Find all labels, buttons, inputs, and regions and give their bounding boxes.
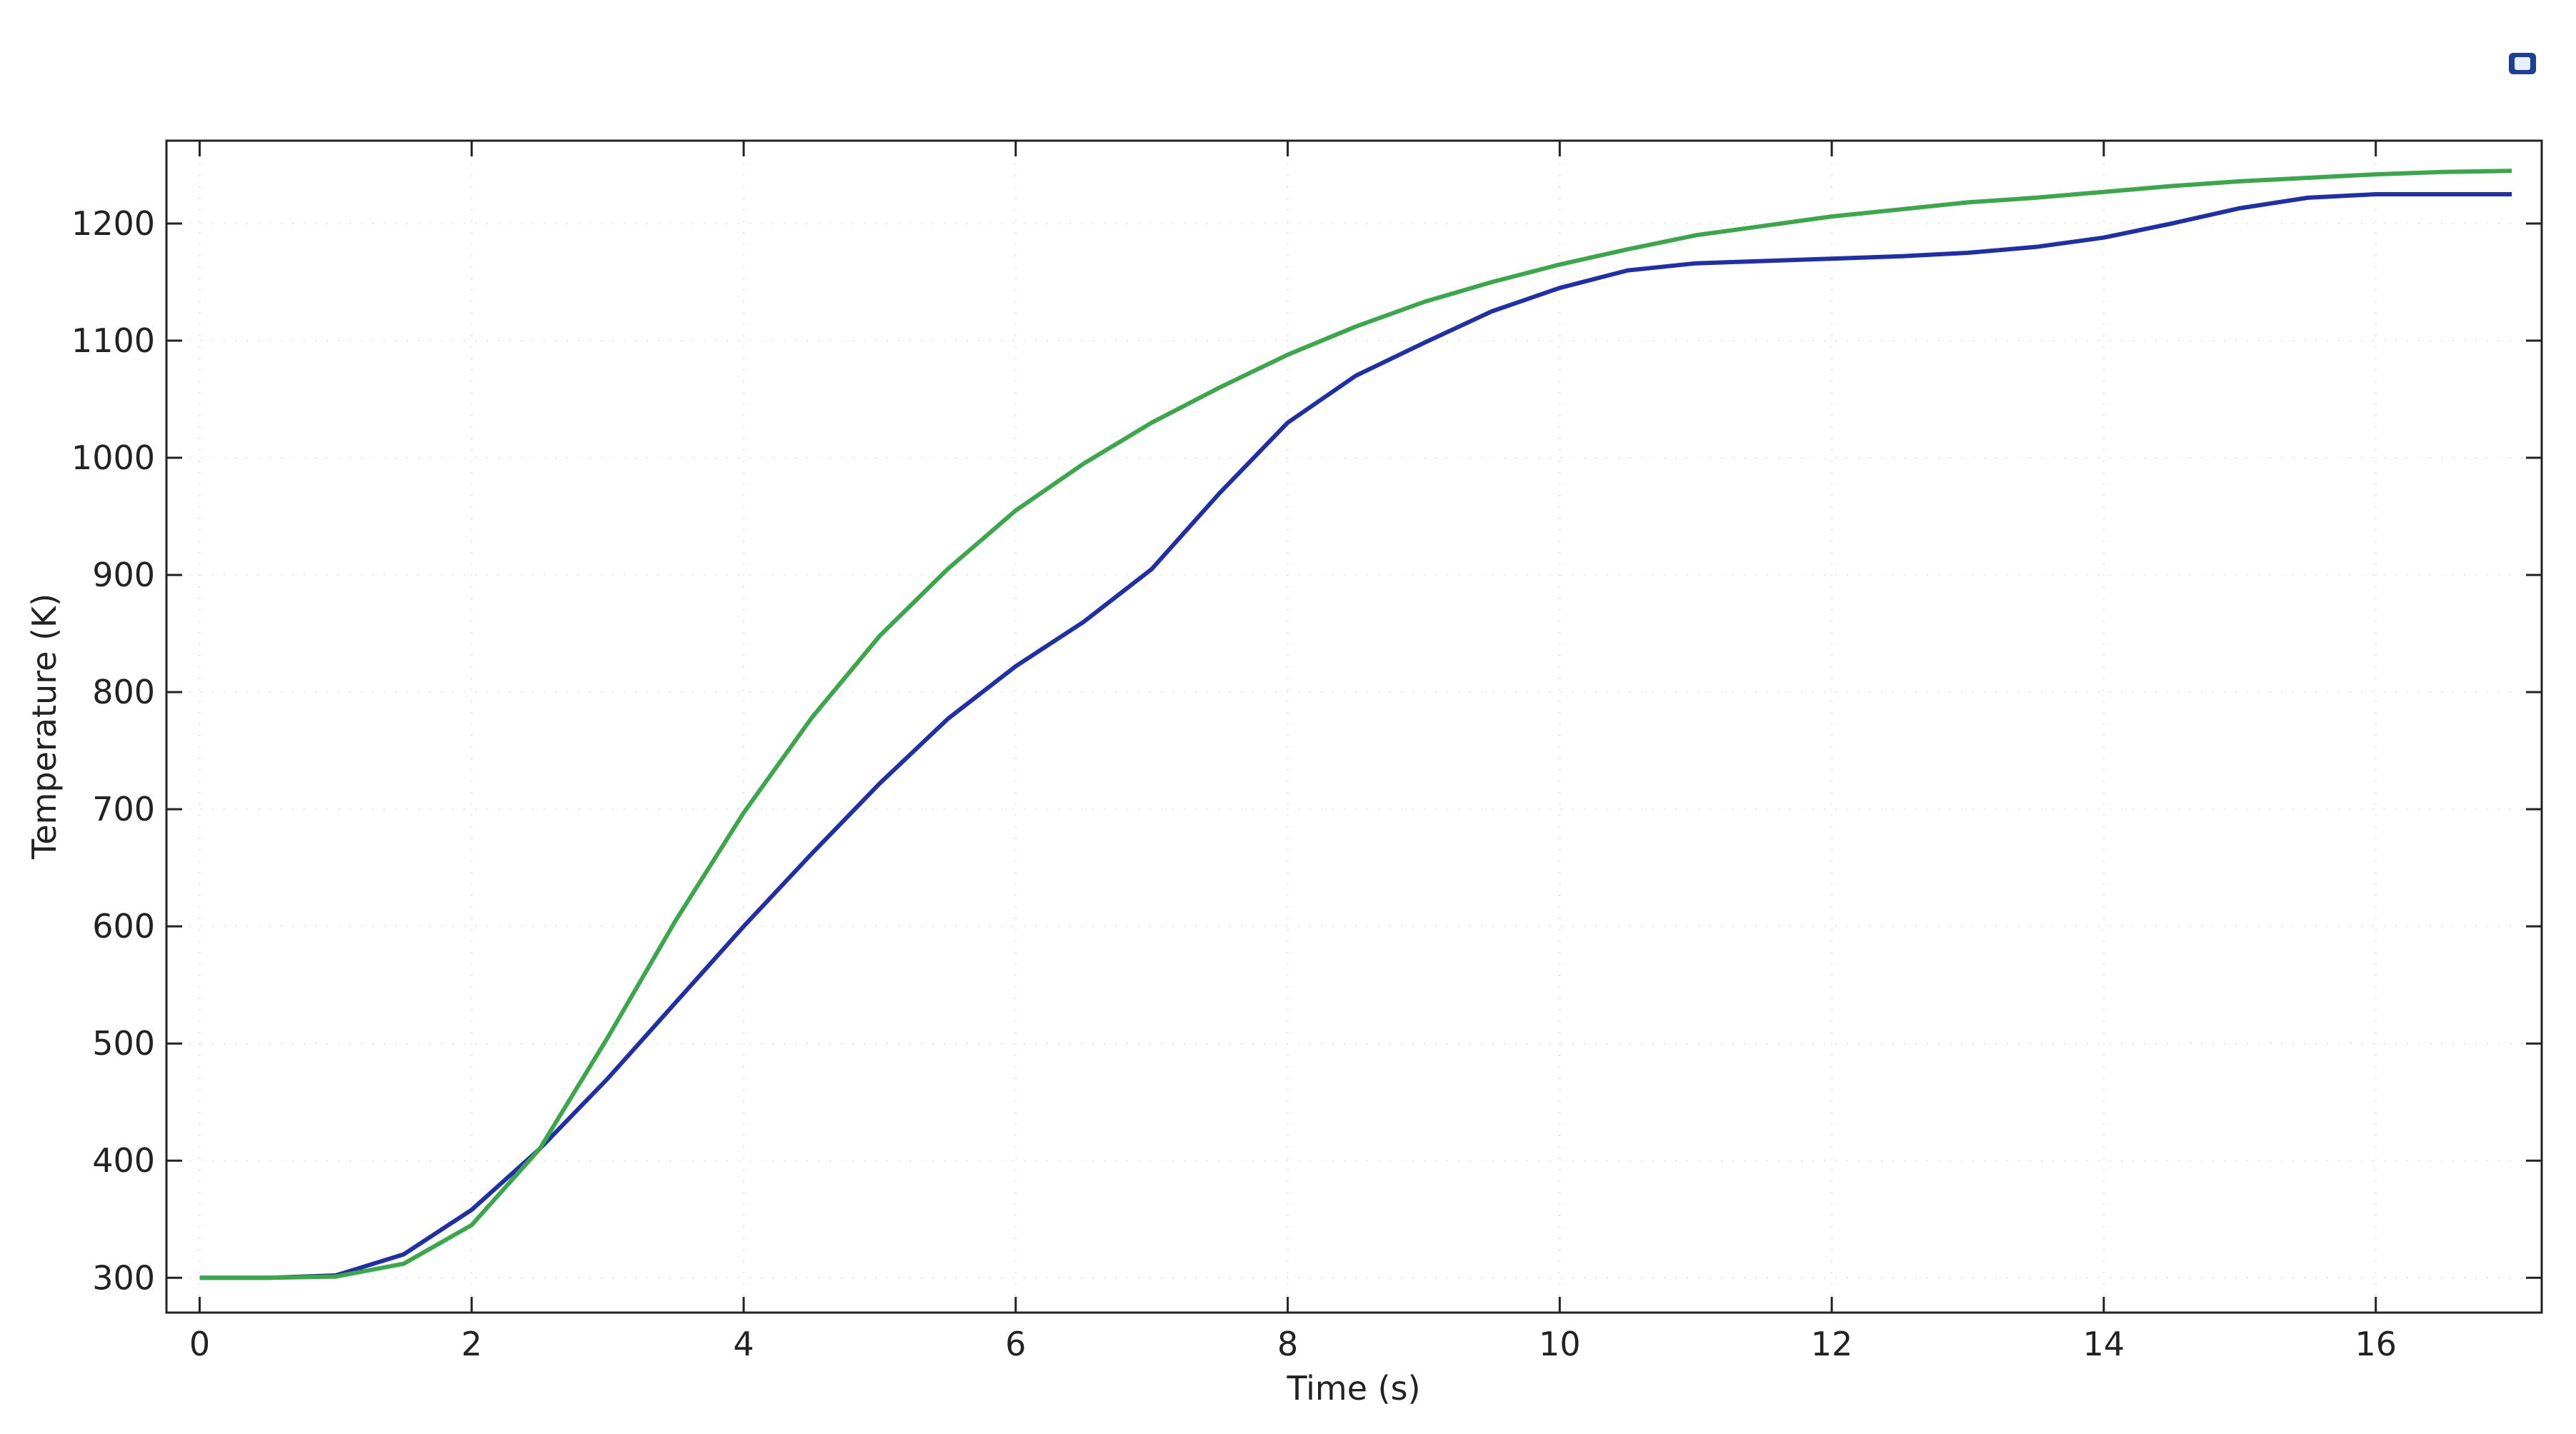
x-tick-label: 12 [1811, 1325, 1853, 1363]
y-axis-label: Temperature (K) [25, 593, 64, 860]
x-tick-label: 8 [1277, 1325, 1298, 1363]
y-tick-label: 900 [92, 556, 155, 594]
view-icon[interactable] [2509, 53, 2536, 74]
icon-inner[interactable] [2515, 57, 2530, 70]
y-tick-label: 300 [92, 1258, 155, 1297]
x-axis-label: Time (s) [1286, 1369, 1420, 1408]
x-tick-label: 10 [1539, 1325, 1581, 1363]
x-tick-label: 6 [1005, 1325, 1026, 1363]
y-tick-label: 1200 [71, 204, 155, 243]
y-tick-label: 400 [92, 1141, 155, 1180]
series-line [199, 169, 2512, 1280]
series-line [199, 192, 2512, 1280]
x-tick-label: 4 [733, 1325, 754, 1363]
x-tick-label: 14 [2083, 1325, 2125, 1363]
y-tick-label: 700 [92, 790, 155, 828]
y-tick-label: 500 [92, 1024, 155, 1063]
x-tick-label: 16 [2355, 1325, 2397, 1363]
y-tick-label: 1100 [71, 321, 155, 360]
y-tick-label: 1000 [71, 438, 155, 477]
y-tick-label: 600 [92, 907, 155, 946]
x-tick-label: 2 [461, 1325, 482, 1363]
x-tick-label: 0 [189, 1325, 210, 1363]
y-tick-label: 800 [92, 673, 155, 711]
plot-frame [165, 139, 2543, 1314]
